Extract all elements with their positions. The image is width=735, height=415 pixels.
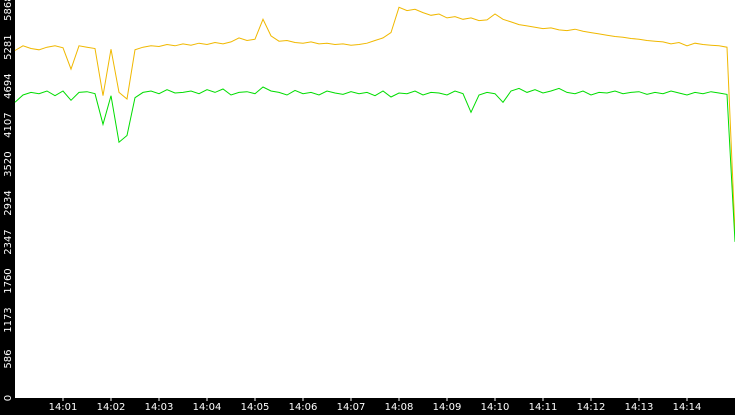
x-tick-label: 14:04 (193, 402, 222, 413)
x-tick-label: 14:11 (529, 402, 558, 413)
x-tick-label: 14:10 (481, 402, 510, 413)
x-tick-label: 14:09 (433, 402, 462, 413)
y-tick-label: 2347 (3, 229, 14, 254)
x-tick-label: 14:05 (241, 402, 270, 413)
y-tick-label: 0 (3, 395, 14, 401)
series-line (14, 86, 735, 242)
x-tick-label: 14:03 (145, 402, 174, 413)
x-tick-label: 14:06 (289, 402, 318, 413)
x-tick-label: 14:08 (385, 402, 414, 413)
plot-area (15, 0, 735, 398)
x-tick-label: 14:01 (49, 402, 78, 413)
series-line (14, 6, 735, 232)
x-tick-label: 14:07 (337, 402, 366, 413)
y-tick-label: 5868 (3, 0, 14, 21)
y-tick-label: 4107 (3, 112, 14, 137)
y-tick-label: 5281 (3, 34, 14, 59)
y-tick-label: 3520 (3, 151, 14, 176)
x-tick-label: 14:14 (673, 402, 702, 413)
y-tick-label: 2934 (3, 190, 14, 215)
y-tick-label: 586 (3, 350, 14, 369)
y-tick-label: 1173 (3, 307, 14, 332)
y-tick-label: 4694 (3, 73, 14, 98)
x-tick-label: 14:12 (577, 402, 606, 413)
x-tick-label: 14:02 (97, 402, 126, 413)
x-tick-label: 14:13 (625, 402, 654, 413)
y-tick-label: 1760 (3, 268, 14, 293)
